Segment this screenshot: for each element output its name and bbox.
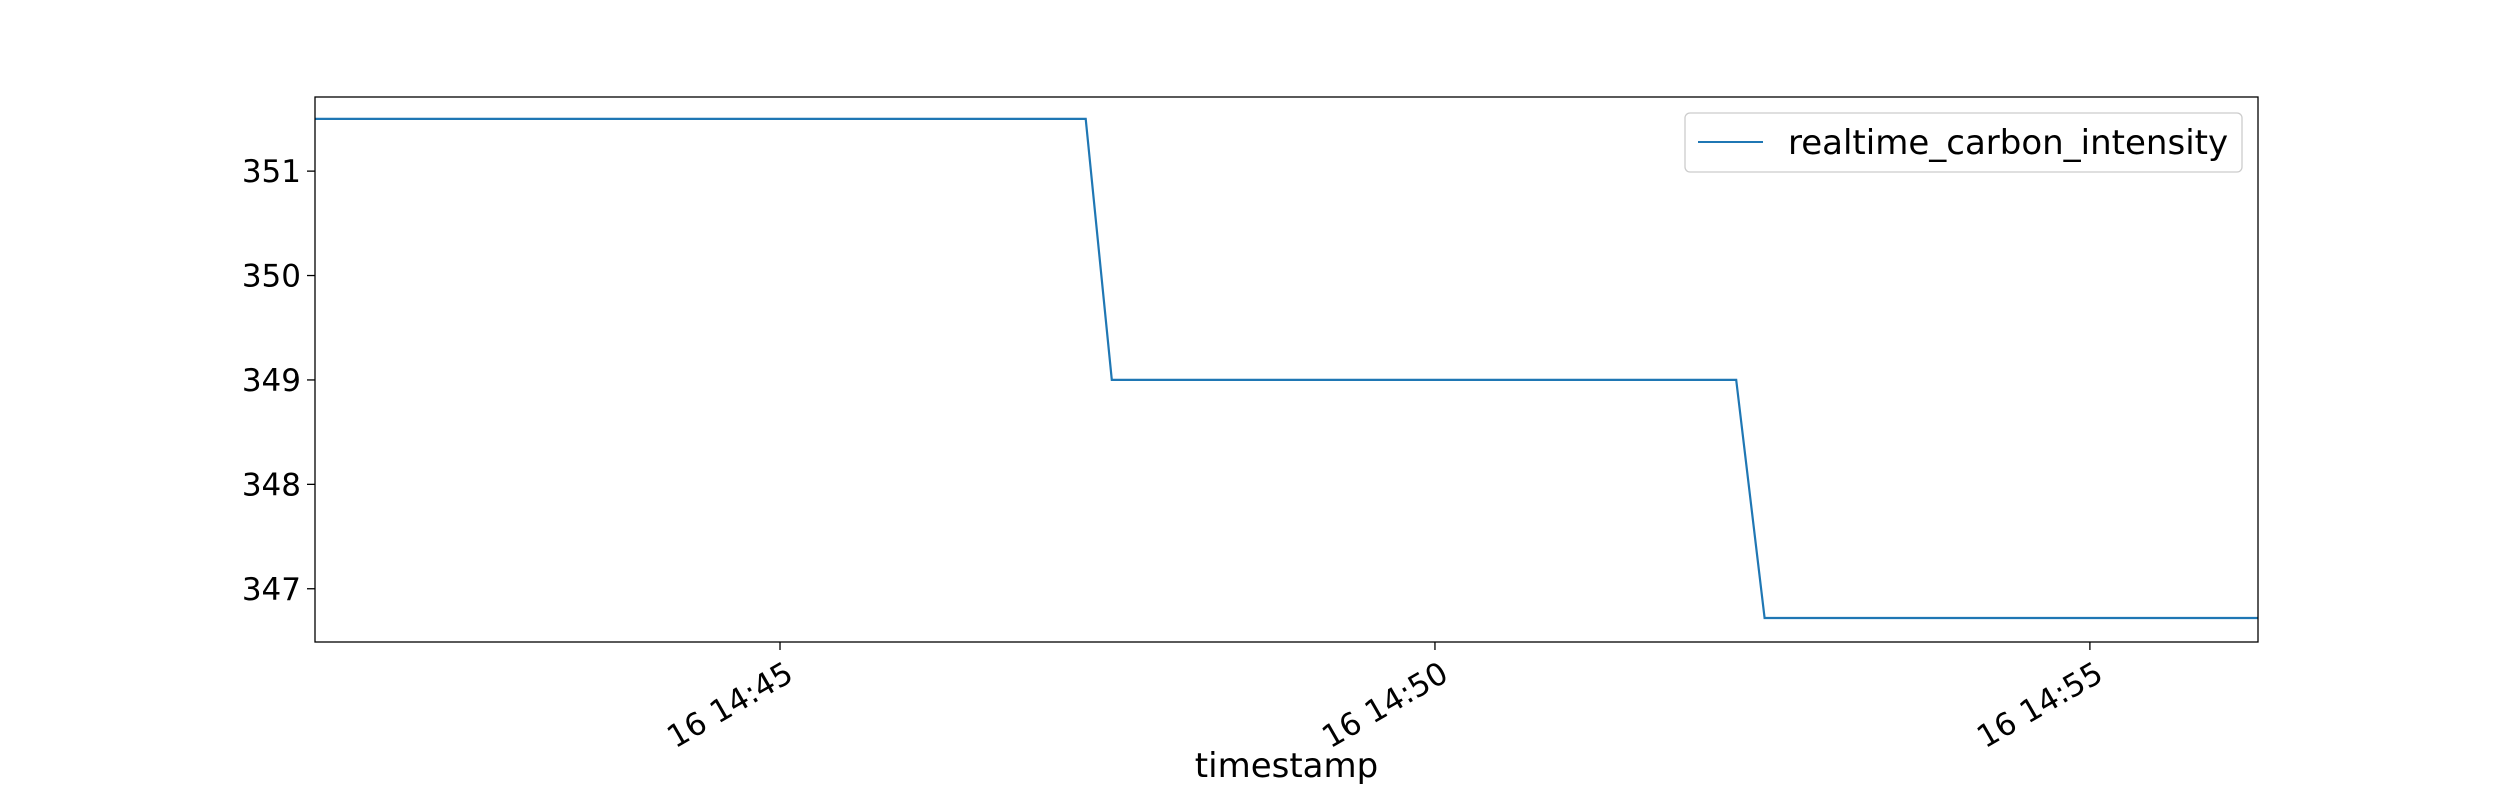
y-tick-label: 350 <box>242 259 301 295</box>
legend-label: realtime_carbon_intensity <box>1788 123 2228 163</box>
y-tick-label: 351 <box>242 154 301 190</box>
y-tick-label: 348 <box>242 467 301 503</box>
series-layer <box>315 117 2258 620</box>
y-axis: 347 348 349 350 351 <box>242 154 315 608</box>
legend-box <box>1684 112 2243 173</box>
y-tick-label: 347 <box>242 572 301 608</box>
plot-frame <box>314 96 2259 643</box>
legend: realtime_carbon_intensity <box>1684 112 2243 173</box>
x-axis-title: timestamp <box>1195 746 1378 786</box>
y-tick-label: 349 <box>242 363 301 399</box>
series-line-0 <box>315 117 2258 620</box>
